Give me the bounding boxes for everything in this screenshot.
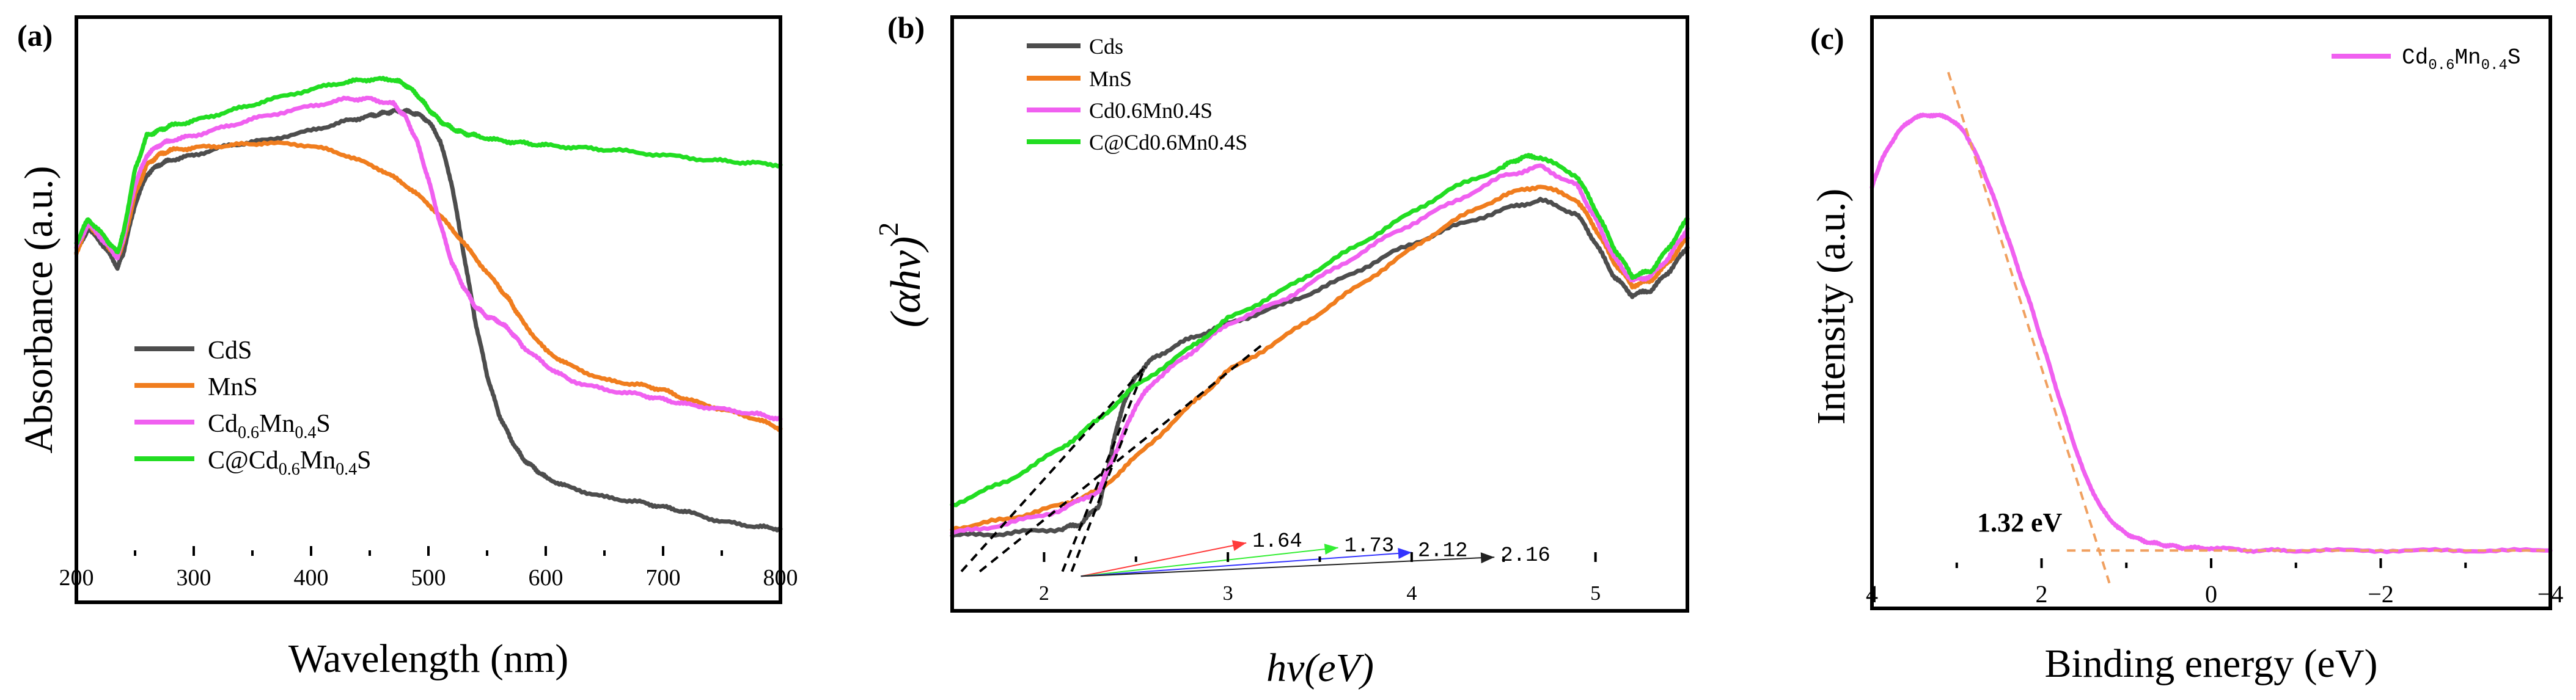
x-tick-label-5: 700 xyxy=(646,565,681,591)
panel-b-y-axis-label: (αhν)2 xyxy=(873,222,930,327)
panel-a-plot-area xyxy=(74,76,783,533)
x-tick-label-2: 0 xyxy=(2205,580,2217,608)
x-tick-label-6: 800 xyxy=(763,565,798,591)
annotation-arrow-0 xyxy=(1081,542,1247,577)
annotation-arrow-3 xyxy=(1081,556,1495,577)
fit-line-1 xyxy=(1061,366,1147,572)
x-tick-label-0: 2 xyxy=(1039,582,1049,605)
series-line-0 xyxy=(950,197,1690,538)
x-tick-label-1: 300 xyxy=(177,565,211,591)
legend-label-cdmns: Cd0.6Mn0.4S xyxy=(208,410,331,442)
annotation-arrow-1 xyxy=(1081,547,1338,577)
annotation-arrowhead-0 xyxy=(1231,540,1247,551)
legend-label-c-cdmns: C@Cd0.6Mn0.4S xyxy=(208,447,371,479)
panel-a-legend: CdS MnS Cd0.6Mn0.4S C@Cd0.6Mn0.4S xyxy=(134,337,371,479)
annotation-label-3: 2.16 xyxy=(1500,544,1550,567)
series-line-2 xyxy=(950,163,1690,535)
x-tick-label-0: 200 xyxy=(59,565,94,591)
x-tick-label-3: 5 xyxy=(1590,582,1601,605)
band-gap-annotation: 1.32 eV xyxy=(1977,508,2063,538)
panel-a-x-axis-label: Wavelength (nm) xyxy=(288,636,568,681)
x-tick-label-2: 4 xyxy=(1406,582,1417,605)
fit-line-0 xyxy=(1947,71,2111,584)
x-tick-label-1: 3 xyxy=(1223,582,1233,605)
annotation-arrowhead-2 xyxy=(1398,548,1412,559)
legend-label-cds: Cds xyxy=(1089,34,1123,59)
annotation-arrowhead-1 xyxy=(1324,544,1338,555)
fit-line-2 xyxy=(978,341,1266,573)
panel-a-y-axis-label: Absorbance (a.u.) xyxy=(17,166,61,454)
panel-c-tag: (c) xyxy=(1810,21,1844,56)
panel-b-plot-area: 1.64 1.73 2.12 2.16 xyxy=(950,153,1690,577)
series-line-3 xyxy=(950,153,1690,508)
series-line-1 xyxy=(950,184,1690,532)
panel-c: (c) 4 2 0 −2 −4 Binding energy (eV) Intensit… xyxy=(1809,15,2563,686)
series-line-2 xyxy=(74,95,783,421)
x-tick-label-3: 500 xyxy=(411,565,446,591)
panel-a: (a) 200 300 400 500 600 700 800 Wavelength (nm… xyxy=(17,15,798,681)
series-line-3 xyxy=(74,76,783,255)
panel-a-x-ticks: 200 300 400 500 600 700 800 xyxy=(59,546,798,591)
legend-label-c-cdmns: C@Cd0.6Mn0.4S xyxy=(1089,130,1247,155)
panel-a-tag: (a) xyxy=(17,18,53,53)
panel-c-plot-area xyxy=(1870,71,2553,584)
annotation-arrow-2 xyxy=(1081,552,1412,577)
panel-c-y-axis-label: Intensity (a.u.) xyxy=(1809,189,1854,425)
legend-label-mns: MnS xyxy=(1089,67,1132,91)
panel-c-x-ticks: 4 2 0 −2 −4 xyxy=(1866,558,2563,608)
x-tick-label-2: 400 xyxy=(294,565,329,591)
x-tick-label-1: 2 xyxy=(2036,580,2048,608)
x-tick-label-0: 4 xyxy=(1866,580,1878,608)
legend-label-mns: MnS xyxy=(208,373,258,401)
panel-b-frame xyxy=(950,15,1689,613)
fit-line-3 xyxy=(1070,428,1128,572)
panel-c-x-axis-label: Binding energy (eV) xyxy=(2045,641,2378,686)
series-line-0 xyxy=(1870,112,2553,555)
panel-b-x-axis-label: hν(eV) xyxy=(1266,646,1374,690)
fit-line-0 xyxy=(960,365,1147,572)
legend-label-cds: CdS xyxy=(208,337,252,365)
legend-label-cdmns: Cd0.6Mn0.4S xyxy=(1089,98,1213,123)
annotation-label-0: 1.64 xyxy=(1252,530,1302,553)
legend-label-cdmns: Cd0.6Mn0.4S xyxy=(2402,45,2520,74)
series-line-0 xyxy=(74,108,783,533)
panel-b-legend: Cds MnS Cd0.6Mn0.4S C@Cd0.6Mn0.4S xyxy=(1027,34,1247,155)
x-tick-label-4: −4 xyxy=(2537,580,2564,608)
panel-c-frame xyxy=(1870,15,2552,610)
panel-b-tag: (b) xyxy=(887,10,925,45)
panel-b-x-ticks: 2 3 4 5 xyxy=(1039,552,1601,605)
x-tick-label-3: −2 xyxy=(2368,580,2394,608)
annotation-arrowhead-3 xyxy=(1480,552,1495,564)
panel-c-legend: Cd0.6Mn0.4S xyxy=(2332,45,2520,74)
x-tick-label-4: 600 xyxy=(529,565,563,591)
panel-a-frame xyxy=(75,15,782,604)
